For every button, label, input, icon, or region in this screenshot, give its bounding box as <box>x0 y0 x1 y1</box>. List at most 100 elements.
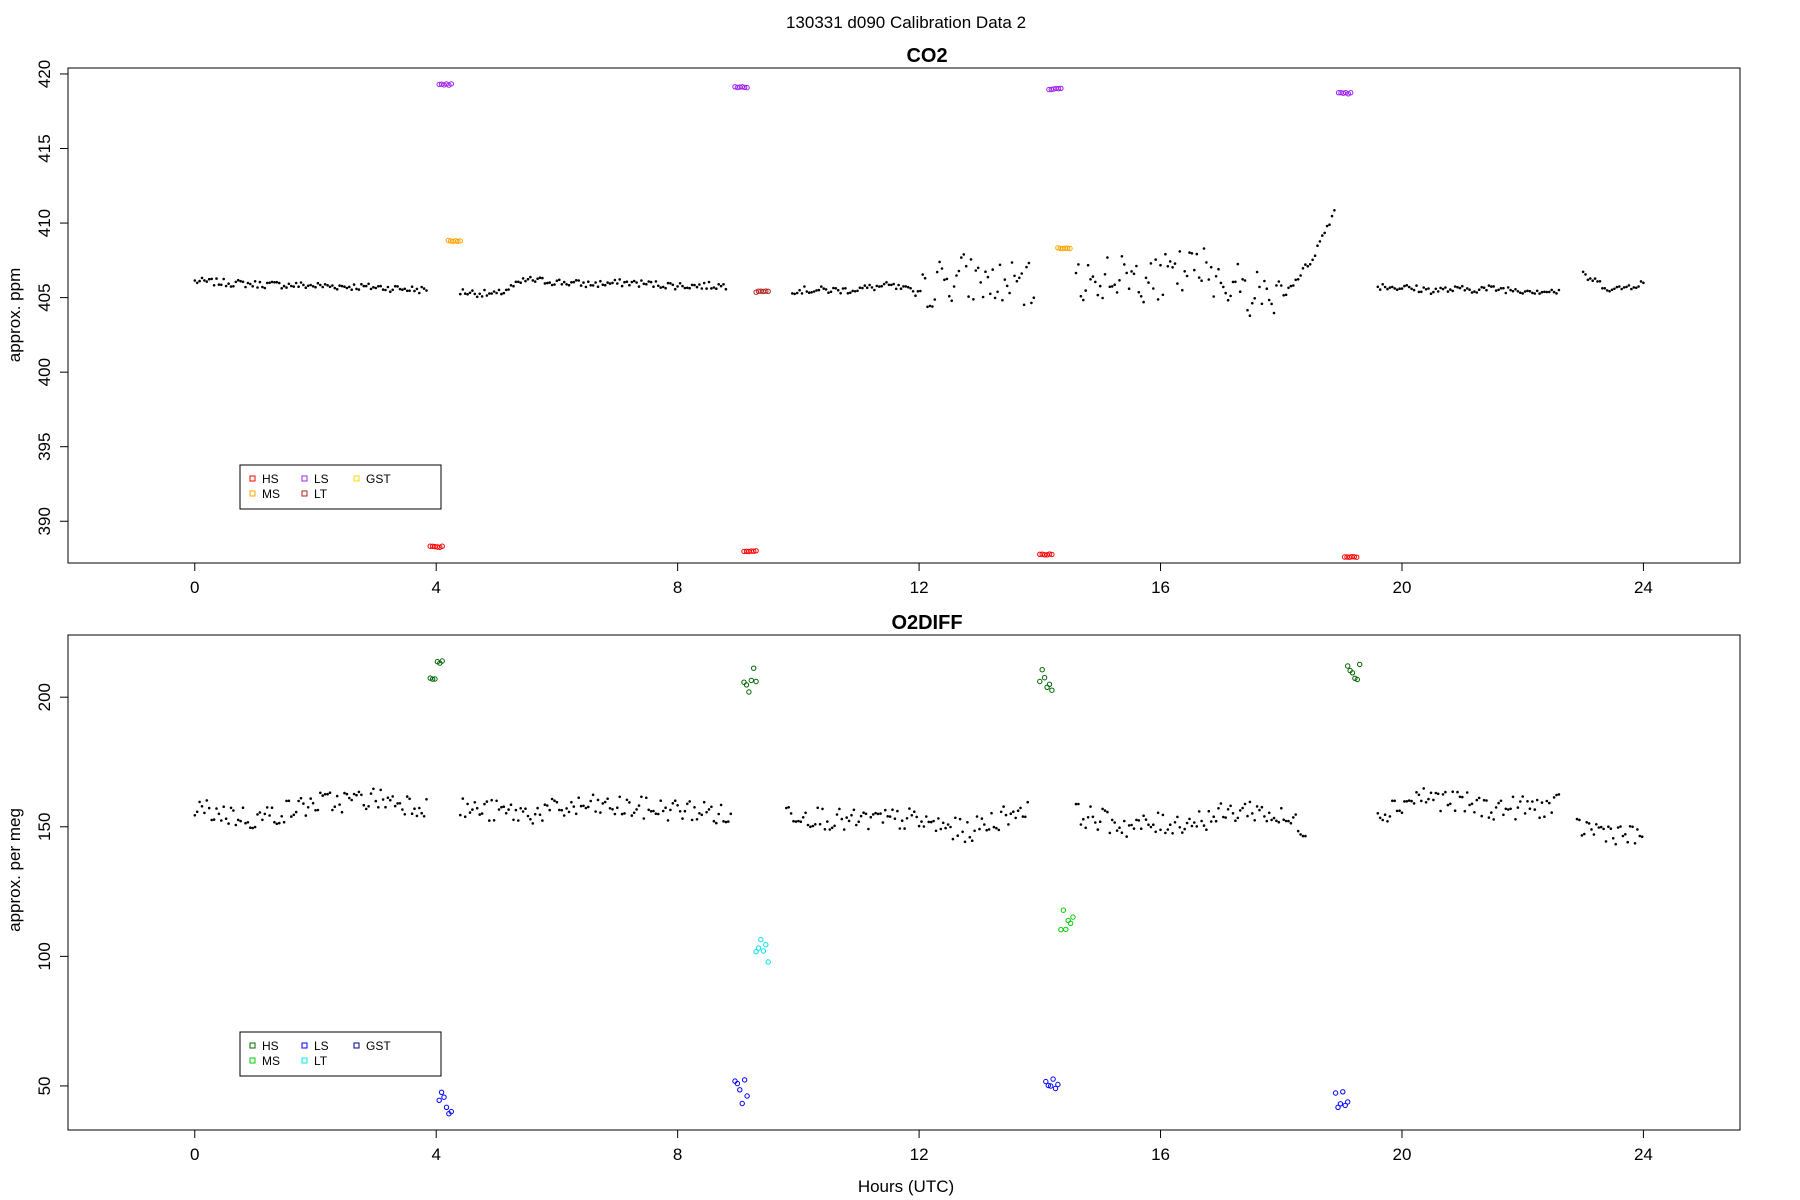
o2diff-baseline-point <box>217 812 221 816</box>
co2-baseline-point <box>807 291 811 295</box>
o2diff-baseline-point <box>529 817 532 821</box>
o2diff-point-ls <box>1337 1101 1344 1107</box>
co2-baseline-point <box>1446 290 1450 293</box>
o2diff-point-hs <box>1354 676 1361 683</box>
o2diff-baseline-point <box>526 814 530 818</box>
co2-baseline-point <box>899 287 903 291</box>
o2diff-baseline-point <box>1238 809 1242 812</box>
co2-baseline-point <box>1410 287 1413 291</box>
co2-baseline-point <box>683 286 687 290</box>
o2diff-baseline-point <box>1224 816 1227 819</box>
co2-baseline-point <box>998 263 1002 267</box>
o2diff-baseline-point <box>1195 825 1199 828</box>
co2-baseline-point <box>671 283 675 287</box>
o2diff-baseline-point <box>1388 815 1392 818</box>
co2-baseline-point <box>1432 290 1435 294</box>
o2diff-baseline-point <box>637 804 641 807</box>
co2-baseline-point <box>401 288 404 292</box>
co2-baseline-point <box>471 289 474 292</box>
co2-baseline-point <box>1494 289 1498 292</box>
co2-baseline-point <box>350 288 354 292</box>
co2-baseline-point <box>589 284 592 287</box>
o2diff-baseline-point <box>1084 826 1087 830</box>
o2diff-baseline-point <box>606 797 609 800</box>
co2-baseline-point <box>989 292 992 296</box>
co2-panel: CO2 0 4 8 12 16 20 24 390 395 400 405 410 415 420 app… <box>5 45 1741 597</box>
co2-axes: 0 4 8 12 16 20 24 390 395 400 405 410 415 420 <box>35 60 1653 597</box>
o2diff-baseline-point <box>1168 823 1172 826</box>
co2-baseline-point <box>1156 298 1160 301</box>
o2diff-baseline-point <box>652 809 655 813</box>
co2-baseline-point <box>517 280 520 284</box>
co2-baseline-point <box>846 292 850 295</box>
o2diff-baseline-point <box>1480 814 1483 818</box>
o2diff-point-hs <box>1041 675 1048 681</box>
o2diff-baseline-point <box>374 799 378 803</box>
o2diff-point-ls <box>448 1108 454 1115</box>
o2diff-baseline-point <box>1077 802 1080 806</box>
o2diff-baseline-point <box>1275 819 1278 823</box>
co2-baseline-point <box>921 273 924 276</box>
o2diff-baseline-point <box>323 792 327 796</box>
co2-baseline-point <box>396 285 399 288</box>
co2-baseline-point <box>599 279 602 283</box>
o2diff-baseline-point <box>1263 815 1266 818</box>
o2diff-baseline-point <box>695 818 699 821</box>
o2diff-calibration-points <box>427 658 1363 1117</box>
o2diff-baseline-point <box>867 827 870 831</box>
o2diff-baseline-point <box>326 792 329 796</box>
co2-baseline-point <box>1013 274 1016 278</box>
o2diff-baseline-point <box>1446 803 1450 807</box>
co2-baseline-point <box>1601 287 1604 290</box>
o2diff-baseline-point <box>232 809 235 812</box>
o2diff-baseline-point <box>712 819 716 823</box>
co2-baseline-point <box>519 281 522 285</box>
co2-point-hs <box>434 544 441 550</box>
o2diff-baseline-point <box>1202 824 1206 827</box>
o2diff-baseline-point <box>830 826 834 830</box>
co2-baseline-point <box>1620 287 1623 291</box>
co2-baseline-point <box>1248 314 1252 318</box>
co2-baseline-point <box>1461 284 1464 288</box>
co2-baseline-point <box>887 283 891 287</box>
o2diff-baseline-point <box>859 814 863 818</box>
co2-baseline-point <box>606 281 609 284</box>
o2diff-baseline-point <box>343 791 346 795</box>
o2diff-baseline-point <box>683 809 687 813</box>
o2diff-baseline-point <box>348 796 351 800</box>
co2-baseline-point <box>232 285 235 288</box>
o2diff-baseline-point <box>408 797 411 801</box>
o2diff-baseline-point <box>215 807 218 810</box>
co2-baseline-point <box>1229 294 1232 298</box>
o2diff-baseline-point <box>1485 799 1488 802</box>
o2diff-baseline-point <box>1016 809 1020 812</box>
o2diff-x-tick-label: 24 <box>1634 1145 1653 1164</box>
co2-baseline-point <box>938 260 941 264</box>
co2-baseline-point <box>1424 288 1428 291</box>
co2-baseline-point <box>1263 279 1266 283</box>
o2diff-baseline-point <box>1253 819 1256 822</box>
o2diff-baseline-point <box>1552 796 1556 799</box>
o2diff-point-lt <box>755 945 762 951</box>
o2diff-point-ls <box>436 1097 442 1104</box>
o2diff-baseline-point <box>1456 790 1459 794</box>
o2diff-baseline-point <box>961 830 964 834</box>
o2diff-baseline-point <box>519 807 522 810</box>
co2-baseline-point <box>422 287 426 290</box>
o2diff-baseline-point <box>591 793 595 797</box>
co2-baseline-point <box>700 287 704 290</box>
o2diff-baseline-point <box>630 814 634 817</box>
o2diff-baseline-point <box>792 819 795 823</box>
o2diff-point-hs <box>741 679 747 685</box>
o2diff-baseline-point <box>1439 809 1442 813</box>
co2-point-hs <box>753 548 759 554</box>
o2diff-baseline-point <box>1528 807 1532 810</box>
co2-baseline-point <box>1463 289 1467 292</box>
o2diff-baseline-point <box>785 806 788 810</box>
o2diff-baseline-point <box>1611 837 1615 840</box>
co2-baseline-point <box>1200 279 1203 283</box>
o2diff-point-ls <box>741 1077 748 1083</box>
o2diff-baseline-point <box>338 803 341 806</box>
o2diff-baseline-point <box>1219 802 1223 805</box>
co2-baseline-point <box>521 277 525 280</box>
